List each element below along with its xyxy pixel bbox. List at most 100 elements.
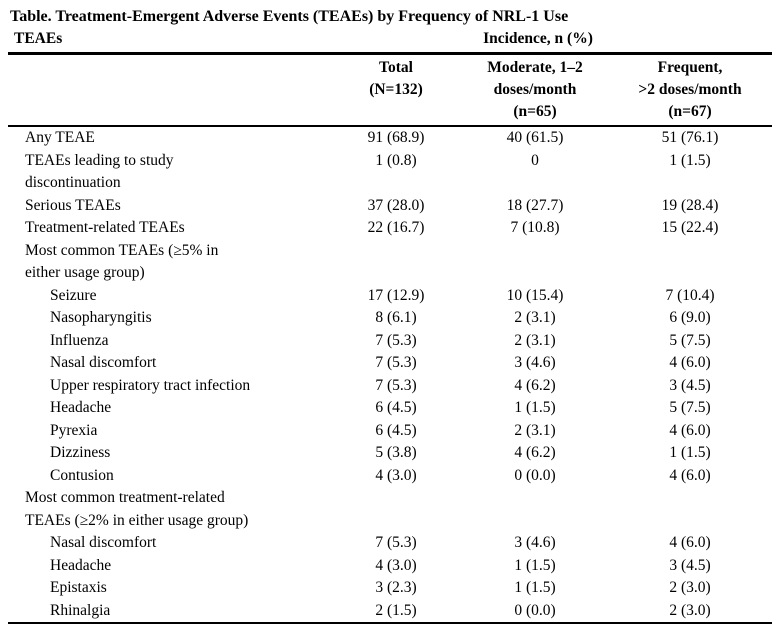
total-value: 91 (68.9) — [367, 129, 425, 146]
total-value: 7 (5.3) — [375, 376, 417, 394]
frequent-value: 6 (9.0) — [669, 309, 711, 326]
column-header-row: Total (N=132) Moderate, 1–2 doses/month … — [8, 53, 772, 127]
table-title: Table. Treatment-Emergent Adverse Events… — [10, 8, 569, 25]
teae-label: Rhinalgia — [8, 599, 330, 624]
frequent-value: 4 (6.0) — [669, 354, 711, 371]
table-row: Most common TEAEs (≥5% in either usage g… — [8, 240, 772, 285]
frequent-value: 15 (22.4) — [661, 219, 719, 236]
frequent-value: 1 (1.5) — [669, 151, 711, 169]
frequent-value: 2 (3.0) — [608, 599, 772, 624]
moderate-value: 1 (1.5) — [514, 579, 556, 596]
stub-header-empty — [8, 53, 330, 127]
table-row: TEAEs leading to study discontinuation 1… — [8, 150, 772, 195]
teae-label: Headache — [50, 399, 112, 416]
frequent-value: 4 (6.0) — [669, 466, 711, 484]
teae-label: Serious TEAEs — [25, 196, 121, 214]
table-header: TEAEs Incidence, n (%) Total (N=132) Mod… — [8, 29, 772, 127]
total-value: 7 (5.3) — [375, 331, 417, 349]
moderate-value: 7 (10.8) — [510, 219, 560, 236]
total-value: 8 (6.1) — [375, 309, 417, 326]
teae-label: Seizure — [50, 286, 97, 304]
frequent-value: 1 (1.5) — [669, 444, 711, 461]
frequent-value: 4 (6.0) — [669, 421, 711, 439]
teae-label: Epistaxis — [50, 579, 107, 596]
table-row: Treatment-related TEAEs 22 (16.7) 7 (10.… — [8, 217, 772, 240]
frequent-value — [608, 240, 772, 285]
total-value: 3 (2.3) — [375, 579, 417, 596]
frequent-value: 19 (28.4) — [661, 196, 719, 214]
column-header-total: Total (N=132) — [330, 53, 462, 127]
total-value: 6 (4.5) — [375, 421, 417, 439]
teae-label: Treatment-related TEAEs — [25, 219, 185, 236]
frequent-value: 3 (4.5) — [669, 376, 711, 394]
total-value — [330, 487, 462, 532]
table-row: Headache 6 (4.5) 1 (1.5) 5 (7.5) — [8, 397, 772, 420]
teae-label: Nasal discomfort — [50, 354, 157, 371]
moderate-value — [462, 240, 608, 285]
moderate-value: 4 (6.2) — [514, 376, 556, 394]
table-row: Serious TEAEs 37 (28.0) 18 (27.7) 19 (28… — [8, 195, 772, 218]
table-row: Epistaxis 3 (2.3) 1 (1.5) 2 (3.0) — [8, 577, 772, 600]
moderate-value: 1 (1.5) — [514, 399, 556, 416]
teae-label: Pyrexia — [50, 421, 98, 439]
frequent-value — [608, 487, 772, 532]
total-value: 17 (12.9) — [367, 286, 425, 304]
table-row: Most common treatment-related TEAEs (≥2%… — [8, 487, 772, 532]
frequent-value: 3 (4.5) — [669, 556, 711, 574]
frequent-value: 2 (3.0) — [669, 579, 711, 596]
frequent-value: 5 (7.5) — [669, 331, 711, 349]
document-page: Table. Treatment-Emergent Adverse Events… — [8, 8, 772, 624]
moderate-value: 40 (61.5) — [506, 129, 564, 146]
moderate-value: 0 — [531, 151, 539, 169]
teae-label: Most common TEAEs (≥5% in either usage g… — [25, 241, 219, 282]
total-value — [330, 240, 462, 285]
column-header-moderate: Moderate, 1–2 doses/month (n=65) — [462, 53, 608, 127]
moderate-value: 0 (0.0) — [514, 466, 556, 484]
moderate-value: 0 (0.0) — [462, 599, 608, 624]
table-row: Pyrexia 6 (4.5) 2 (3.1) 4 (6.0) — [8, 420, 772, 443]
total-value: 5 (3.8) — [375, 444, 417, 461]
spanner-header-row: TEAEs Incidence, n (%) — [8, 29, 772, 55]
table-row: Nasal discomfort 7 (5.3) 3 (4.6) 4 (6.0) — [8, 352, 772, 375]
teae-label: Any TEAE — [25, 129, 95, 146]
table-body: Any TEAE 91 (68.9) 40 (61.5) 51 (76.1) T… — [8, 126, 772, 624]
table-row: Any TEAE 91 (68.9) 40 (61.5) 51 (76.1) — [8, 126, 772, 150]
total-value: 7 (5.3) — [375, 354, 417, 371]
table-row: Upper respiratory tract infection 7 (5.3… — [8, 375, 772, 398]
teae-label: Contusion — [50, 466, 114, 484]
incidence-spanner-header: Incidence, n (%) — [330, 29, 772, 55]
column-header-frequent: Frequent, >2 doses/month (n=67) — [608, 53, 772, 127]
total-value: 7 (5.3) — [375, 534, 417, 551]
moderate-value: 2 (3.1) — [514, 421, 556, 439]
table-row: Contusion 4 (3.0) 0 (0.0) 4 (6.0) — [8, 465, 772, 488]
moderate-value: 3 (4.6) — [514, 354, 556, 371]
table-row: Seizure 17 (12.9) 10 (15.4) 7 (10.4) — [8, 285, 772, 308]
teae-label: Headache — [50, 556, 112, 574]
teae-label: Nasopharyngitis — [50, 309, 152, 326]
teae-label: Upper respiratory tract infection — [50, 376, 251, 394]
total-value: 1 (0.8) — [375, 151, 417, 169]
teae-label: TEAEs leading to study discontinuation — [25, 151, 174, 192]
teae-label: Influenza — [50, 331, 109, 349]
table-row: Rhinalgia 2 (1.5) 0 (0.0) 2 (3.0) — [8, 599, 772, 624]
total-value: 4 (3.0) — [375, 466, 417, 484]
total-value: 4 (3.0) — [375, 556, 417, 574]
teae-label: Dizziness — [50, 444, 111, 461]
moderate-value: 1 (1.5) — [514, 556, 556, 574]
moderate-value: 2 (3.1) — [514, 331, 556, 349]
moderate-value: 18 (27.7) — [506, 196, 564, 214]
stub-header-teaes: TEAEs — [8, 29, 330, 55]
frequent-value: 51 (76.1) — [661, 129, 719, 146]
teae-table: TEAEs Incidence, n (%) Total (N=132) Mod… — [8, 29, 772, 624]
table-row: Headache 4 (3.0) 1 (1.5) 3 (4.5) — [8, 555, 772, 578]
frequent-value: 4 (6.0) — [669, 534, 711, 551]
teae-label: Nasal discomfort — [50, 534, 157, 551]
total-value: 6 (4.5) — [375, 399, 417, 416]
table-row: Nasopharyngitis 8 (6.1) 2 (3.1) 6 (9.0) — [8, 307, 772, 330]
total-value: 37 (28.0) — [367, 196, 425, 214]
moderate-value: 10 (15.4) — [506, 286, 564, 304]
moderate-value: 3 (4.6) — [514, 534, 556, 551]
total-value: 22 (16.7) — [367, 219, 425, 236]
teae-label: Most common treatment-related TEAEs (≥2%… — [25, 489, 249, 529]
frequent-value: 7 (10.4) — [665, 286, 715, 304]
